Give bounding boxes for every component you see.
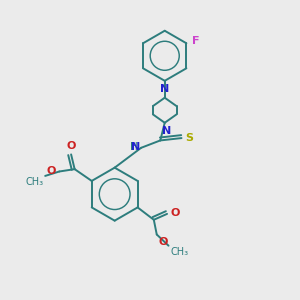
Text: N: N [160, 84, 169, 94]
Text: O: O [171, 208, 180, 218]
Text: CH₃: CH₃ [26, 177, 44, 188]
Text: S: S [185, 133, 193, 143]
Text: O: O [158, 238, 168, 248]
Text: H: H [130, 142, 138, 152]
Text: O: O [46, 166, 56, 176]
Text: N: N [131, 142, 141, 152]
Text: N: N [163, 126, 172, 136]
Text: CH₃: CH₃ [170, 247, 188, 257]
Text: F: F [192, 36, 199, 46]
Text: O: O [66, 141, 76, 151]
